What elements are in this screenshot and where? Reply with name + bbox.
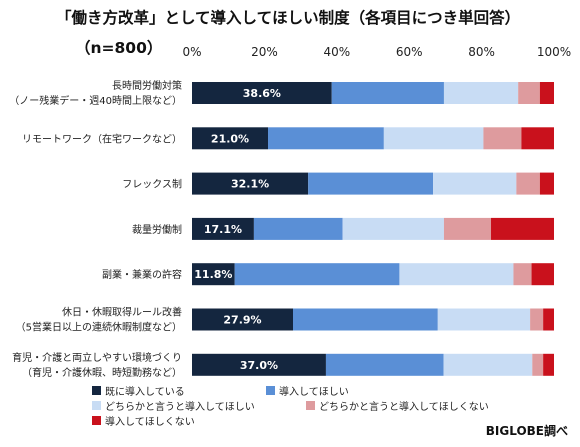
- bar-segment: [518, 82, 540, 104]
- bar-segment: [399, 263, 514, 286]
- bar-segment: [308, 172, 434, 195]
- bar-segment: [443, 217, 492, 240]
- bar-segment: [325, 353, 444, 376]
- category-label: リモートワーク（在宅ワークなど）: [22, 132, 182, 145]
- bar-segment: [192, 82, 332, 104]
- bar-segment: [491, 217, 554, 240]
- bar-segment: [483, 127, 522, 150]
- bar-segment: [192, 263, 235, 286]
- legend-label: 導入してほしい: [279, 387, 349, 398]
- legend-swatch: [92, 416, 101, 425]
- x-tick-label: 100%: [537, 45, 571, 59]
- bar-segment: [331, 82, 444, 104]
- legend-label: 導入してほしくない: [105, 417, 195, 428]
- legend-swatch: [306, 401, 315, 410]
- bar-segment: [192, 353, 326, 376]
- bar-segment: [539, 172, 554, 195]
- x-tick-label: 80%: [468, 45, 495, 59]
- legend-item: どちらかと言うと導入してほしい: [92, 398, 255, 413]
- bar-segment: [543, 353, 554, 376]
- bar-segment: [292, 308, 438, 331]
- legend-swatch: [266, 386, 275, 395]
- legend-swatch: [92, 401, 101, 410]
- category-label: （ノー残業デー・週40時間上限など）: [9, 94, 182, 107]
- legend-swatch: [92, 386, 101, 395]
- legend-item: 導入してほしい: [266, 383, 349, 398]
- category-label: 副業・兼業の許容: [102, 268, 182, 281]
- bar-segment: [443, 353, 533, 376]
- category-label: 育児・介護と両立しやすい環境づくり: [12, 351, 182, 364]
- bar-segment: [192, 127, 269, 150]
- bar-segment: [516, 172, 540, 195]
- category-label: （育児・介護休暇、時短勤務など）: [22, 366, 182, 379]
- data-label: 37.0%: [240, 359, 278, 372]
- bar-segment: [443, 82, 519, 104]
- x-tick-label: 20%: [251, 45, 278, 59]
- bar-segment: [342, 217, 444, 240]
- chart-subtitle: （n=800）: [75, 39, 163, 57]
- category-label: 長時間労働対策: [112, 79, 182, 92]
- bar-segment: [530, 308, 544, 331]
- bar-segment: [192, 172, 309, 195]
- data-label: 21.0%: [211, 132, 249, 145]
- legend-item: 導入してほしくない: [92, 413, 195, 428]
- bar-segment: [531, 263, 554, 286]
- bar-segment: [268, 127, 384, 150]
- legend-item: どちらかと言うと導入してほしくない: [306, 398, 489, 413]
- category-label: 裁量労働制: [132, 223, 182, 236]
- data-label: 11.8%: [194, 268, 232, 281]
- x-tick-label: 40%: [323, 45, 350, 59]
- data-label: 32.1%: [231, 178, 269, 191]
- bar-segment: [253, 217, 343, 240]
- legend-label: 既に導入している: [105, 387, 185, 398]
- data-label: 17.1%: [204, 223, 242, 236]
- data-label: 27.9%: [223, 314, 261, 327]
- bar-segment: [543, 308, 554, 331]
- bar-segment: [539, 82, 554, 104]
- legend-item: 既に導入している: [92, 383, 185, 398]
- source-label: BIGLOBE調べ: [485, 424, 568, 438]
- x-tick-label: 0%: [182, 45, 201, 59]
- bar-segment: [513, 263, 532, 286]
- x-tick-label: 60%: [396, 45, 423, 59]
- legend-label: どちらかと言うと導入してほしい: [105, 402, 255, 413]
- bar-segment: [433, 172, 517, 195]
- bar-segment: [521, 127, 554, 150]
- bar-segment: [437, 308, 531, 331]
- bar-segment: [192, 308, 293, 331]
- legend-label: どちらかと言うと導入してほしくない: [319, 402, 489, 413]
- data-label: 38.6%: [243, 87, 281, 100]
- bar-segment: [192, 217, 254, 240]
- category-label: フレックス制: [122, 178, 182, 191]
- chart-title: 「働き方改革」として導入してほしい制度（各項目につき単回答）: [56, 9, 521, 27]
- bar-segment: [383, 127, 484, 150]
- stacked-bar-chart: 0% 20% 40% 60% 80% 100% 38.6% 長時間労働対策 （ノー残業デー・週4…: [9, 45, 571, 379]
- bar-segment: [532, 353, 544, 376]
- bar-segment: [234, 263, 400, 286]
- category-label: （5営業日以上の連続休暇制度など）: [16, 321, 182, 334]
- category-label: 休日・休暇取得ルール改善: [62, 306, 182, 319]
